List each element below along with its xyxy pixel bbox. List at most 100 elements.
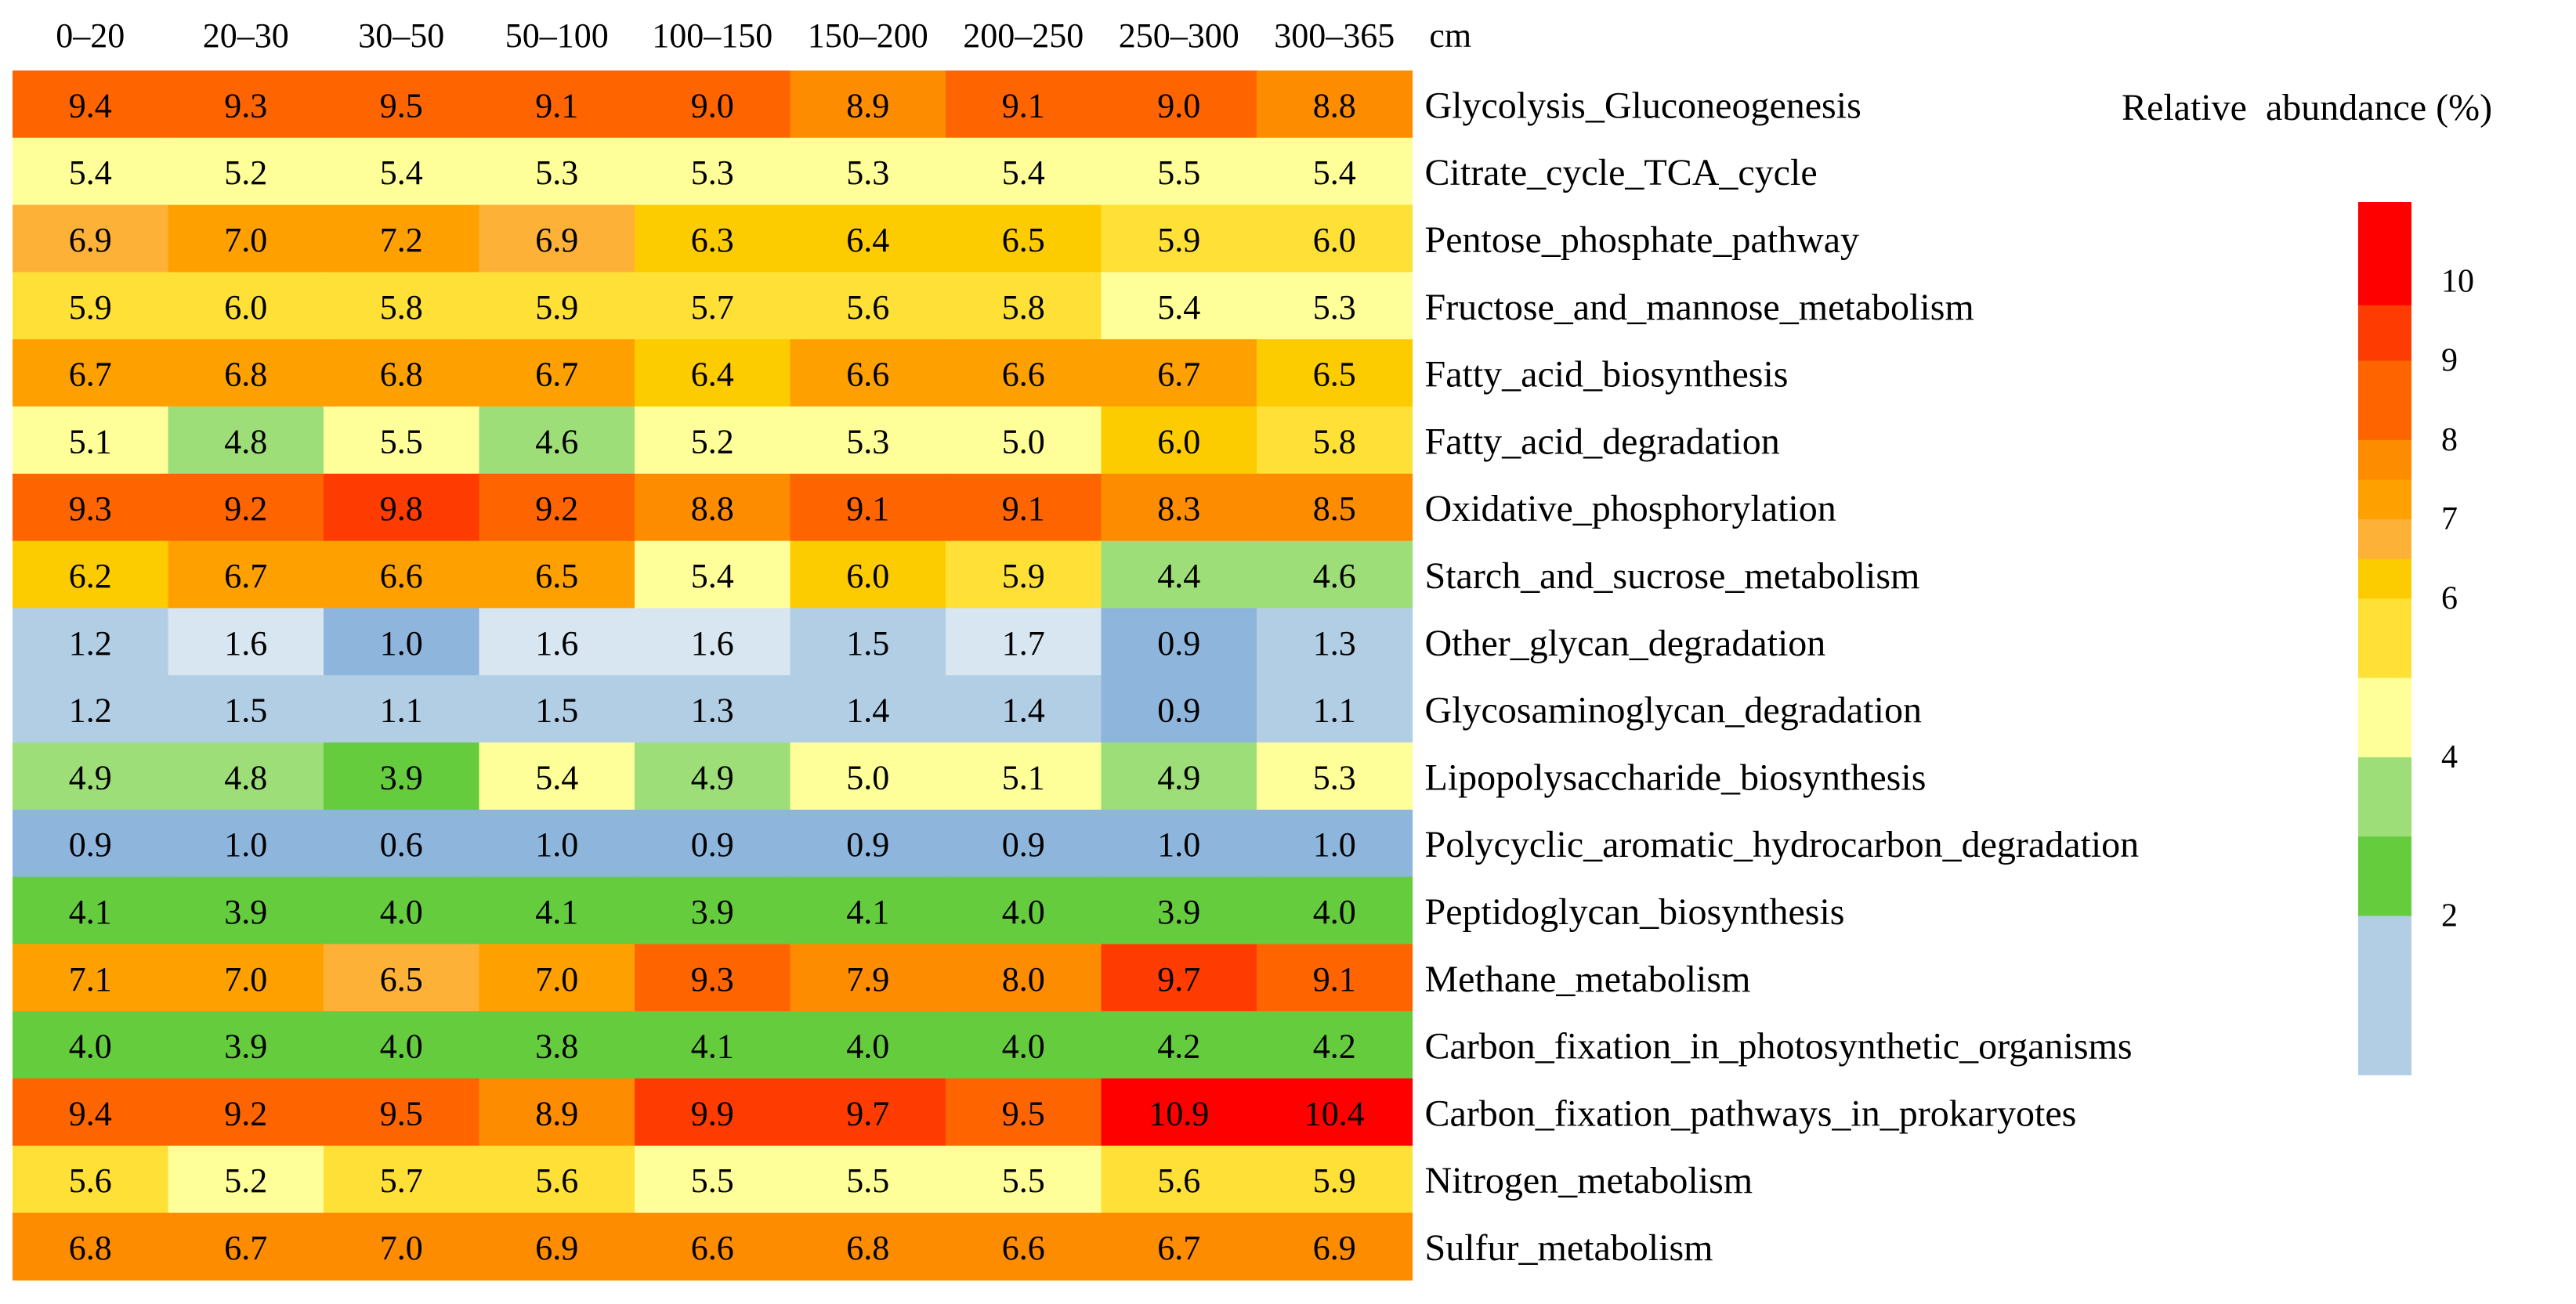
heatmap-cell — [1101, 608, 1257, 676]
cell-value: 5.4 — [1002, 154, 1045, 192]
row-label: Oxidative_phosphorylation — [1425, 488, 1836, 529]
cell-value: 7.0 — [224, 221, 267, 259]
heatmap-cell — [479, 675, 635, 743]
cell-value: 5.6 — [1157, 1161, 1200, 1200]
cell-value: 6.6 — [1002, 356, 1045, 394]
row-label: Polycyclic_aromatic_hydrocarbon_degradat… — [1425, 824, 2140, 865]
cell-value: 5.5 — [1157, 154, 1200, 192]
cell-value: 1.3 — [1313, 624, 1356, 663]
cell-value: 9.0 — [1157, 86, 1200, 125]
cell-value: 5.4 — [380, 154, 423, 192]
cell-value: 3.9 — [224, 1028, 267, 1066]
heatmap-cell — [946, 608, 1102, 676]
heatmap-cell — [479, 1011, 635, 1079]
cell-value: 0.6 — [380, 825, 423, 864]
heatmap-cell — [635, 272, 791, 340]
column-label: 150–200 — [808, 16, 928, 55]
cell-value: 4.1 — [691, 1028, 734, 1066]
heatmap-cell — [479, 406, 635, 475]
heatmap-cell — [946, 137, 1102, 206]
heatmap-cell — [790, 675, 946, 743]
cell-value: 1.2 — [69, 692, 112, 730]
heatmap-cell — [790, 406, 946, 475]
cell-value: 5.4 — [535, 758, 578, 796]
cell-value: 6.6 — [1002, 1229, 1045, 1267]
cell-value: 6.0 — [224, 288, 267, 327]
cell-value: 5.5 — [691, 1161, 734, 1200]
cell-value: 5.2 — [224, 154, 267, 192]
heatmap-cell — [1257, 1078, 1413, 1147]
legend-color-bin — [2358, 439, 2411, 481]
row-label: Starch_and_sucrose_metabolism — [1425, 555, 1920, 597]
cell-value: 7.1 — [69, 960, 112, 999]
heatmap-cell — [946, 944, 1102, 1012]
cell-value: 6.8 — [846, 1229, 889, 1267]
cell-value: 6.0 — [1157, 422, 1200, 461]
heatmap-cell — [479, 70, 635, 139]
cell-value: 9.7 — [1157, 960, 1200, 999]
heatmap-cell — [1257, 742, 1413, 811]
cell-value: 0.9 — [691, 825, 734, 864]
heatmap-cell — [790, 540, 946, 609]
row-label: Peptidoglycan_biosynthesis — [1425, 891, 1845, 933]
heatmap-cell — [1101, 473, 1257, 542]
heatmap-cell — [635, 1145, 791, 1214]
cell-value: 5.5 — [380, 422, 423, 461]
cell-value: 7.0 — [380, 1229, 423, 1267]
cell-value: 0.9 — [1157, 624, 1200, 663]
heatmap-cell — [13, 137, 169, 206]
cell-value: 4.6 — [535, 422, 578, 461]
heatmap-cell — [1257, 406, 1413, 475]
heatmap-cell — [168, 809, 324, 878]
cell-value: 6.5 — [1002, 221, 1045, 259]
heatmap-cell — [1257, 473, 1413, 542]
cell-value: 6.0 — [1313, 221, 1356, 259]
legend-color-bin — [2358, 677, 2411, 758]
cell-value: 6.7 — [1157, 356, 1200, 394]
cell-value: 1.0 — [224, 825, 267, 864]
heatmap-cell — [1257, 608, 1413, 676]
heatmap-cell — [13, 876, 169, 945]
cell-value: 5.3 — [846, 422, 889, 461]
heatmap-cell — [168, 1011, 324, 1079]
heatmap-cell — [946, 1011, 1102, 1079]
cell-value: 6.0 — [846, 557, 889, 595]
cell-value: 4.9 — [1157, 758, 1200, 796]
cell-value: 10.4 — [1304, 1094, 1365, 1132]
heatmap-cell — [168, 406, 324, 475]
cell-value: 5.4 — [1157, 288, 1200, 327]
cell-value: 9.1 — [535, 86, 578, 125]
heatmap-cell — [790, 809, 946, 878]
cell-value: 3.9 — [224, 893, 267, 931]
legend-tick-label: 9 — [2441, 343, 2458, 379]
cell-value: 5.1 — [69, 422, 112, 461]
cell-value: 8.0 — [1002, 960, 1045, 999]
cell-value: 6.8 — [380, 356, 423, 394]
heatmap-cell — [790, 944, 946, 1012]
cell-value: 1.1 — [380, 692, 423, 730]
cell-value: 0.9 — [846, 825, 889, 864]
cell-value: 4.0 — [380, 893, 423, 931]
heatmap-cell — [635, 944, 791, 1012]
legend-title: Relative abundance (%) — [2122, 87, 2492, 128]
heatmap-cell — [324, 675, 480, 743]
heatmap-cell — [1101, 1078, 1257, 1147]
heatmap-cell — [635, 876, 791, 945]
heatmap-cell — [324, 809, 480, 878]
cell-value: 9.2 — [535, 489, 578, 528]
heatmap-cell — [324, 406, 480, 475]
row-label: Fatty_acid_degradation — [1425, 421, 1780, 462]
heatmap-cell — [1101, 540, 1257, 609]
cell-value: 1.0 — [380, 624, 423, 663]
heatmap-cell — [479, 1145, 635, 1214]
heatmap-cell — [479, 137, 635, 206]
heatmap-cell — [324, 1145, 480, 1214]
heatmap-cell — [1101, 1212, 1257, 1281]
legend-tick-label: 7 — [2441, 501, 2458, 537]
heatmap-cell — [479, 204, 635, 273]
cell-value: 8.3 — [1157, 489, 1200, 528]
legend-color-bin — [2358, 519, 2411, 560]
heatmap-cell — [790, 1078, 946, 1147]
heatmap-cell — [324, 1212, 480, 1281]
cell-value: 6.7 — [1157, 1229, 1200, 1267]
